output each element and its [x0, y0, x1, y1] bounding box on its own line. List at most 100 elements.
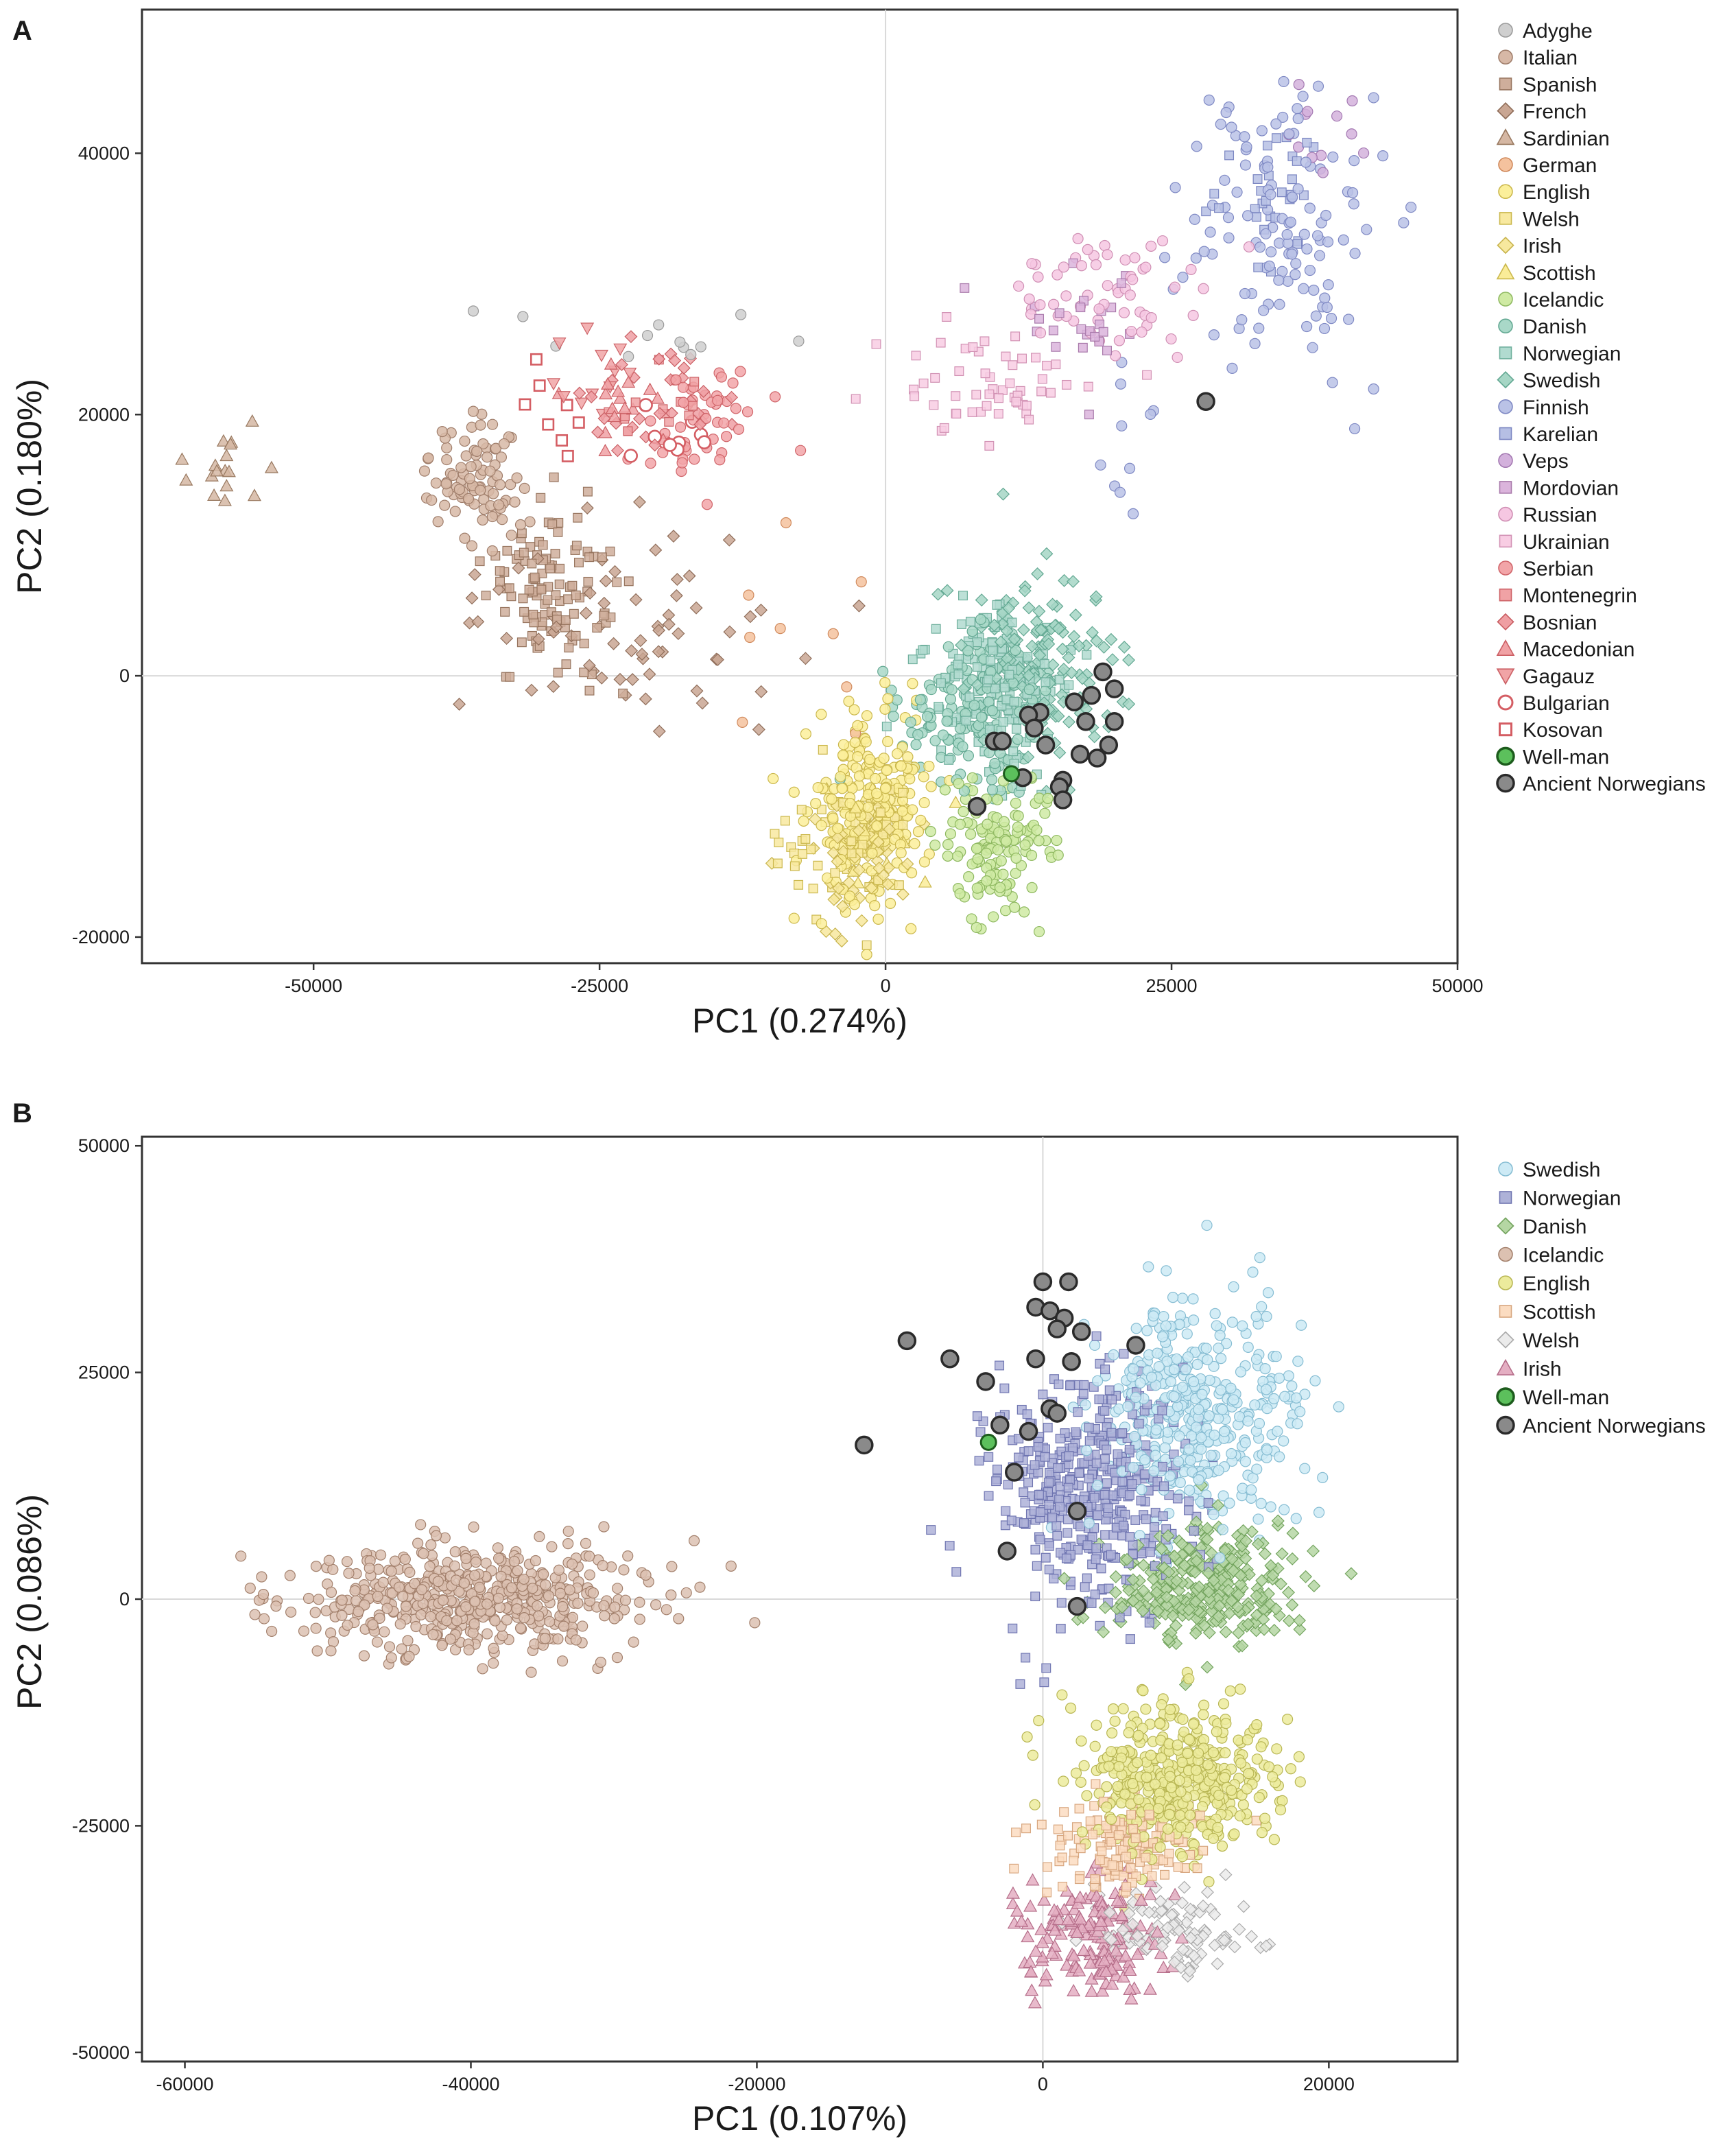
point-swedish: [1270, 1351, 1282, 1362]
point-russian: [1075, 260, 1087, 272]
point-french: [744, 610, 757, 624]
point-irish: [881, 877, 895, 891]
point-icelandic: [1010, 852, 1022, 864]
point-norwegian: [1118, 1520, 1128, 1531]
point-swedish: [1254, 1252, 1265, 1264]
point-welsh: [1237, 1900, 1250, 1913]
point-english: [1253, 1792, 1265, 1804]
point-swedish: [1274, 1451, 1285, 1463]
point-icelandic: [399, 1553, 411, 1565]
point-swedish: [1018, 584, 1032, 598]
x-tick-label: 0: [881, 976, 891, 996]
point-french: [525, 683, 538, 697]
legend-label-russian: Russian: [1523, 504, 1597, 527]
x-tick-label: 25000: [1145, 976, 1197, 996]
point-norwegian: [965, 617, 975, 627]
point-icelandic: [981, 875, 992, 887]
point-icelandic: [584, 1569, 595, 1581]
point-icelandic: [481, 1598, 493, 1610]
point-english: [1117, 1703, 1129, 1714]
point-spanish: [550, 548, 560, 558]
point-ukrainian: [979, 336, 990, 346]
legend-marker-danish: [1497, 1217, 1514, 1235]
x-tick-label: 50000: [1431, 976, 1483, 996]
point-french: [547, 680, 560, 694]
point-norwegian: [1189, 1526, 1199, 1536]
point-norwegian: [1100, 1365, 1110, 1375]
point-italian: [486, 545, 498, 557]
point-italian: [455, 462, 467, 473]
point-swedish: [1051, 622, 1065, 635]
point-welsh: [1219, 1868, 1233, 1882]
point-norwegian: [1019, 1487, 1029, 1498]
point-spanish: [536, 493, 546, 503]
point-english: [1263, 1761, 1275, 1773]
point-english: [882, 735, 894, 747]
point-danish: [1010, 644, 1021, 657]
point-scottish: [1059, 1807, 1069, 1817]
point-icelandic: [415, 1609, 427, 1620]
point-danish: [912, 729, 924, 740]
point-english: [1255, 1741, 1267, 1753]
point-karelian: [1252, 174, 1263, 184]
point-scottish: [1121, 1882, 1132, 1892]
point-finnish: [1114, 486, 1126, 498]
point-english: [1145, 1749, 1156, 1761]
point-swedish: [1062, 715, 1075, 729]
point-spanish: [505, 672, 515, 682]
point-icelandic: [270, 1600, 282, 1612]
point-russian: [1140, 261, 1152, 273]
legend-label-danish: Danish: [1523, 316, 1586, 338]
point-english: [826, 793, 837, 805]
point-icelandic: [980, 847, 992, 859]
point-swedish: [1296, 1319, 1307, 1331]
point-welsh: [1211, 1957, 1224, 1971]
point-ukrainian: [1030, 353, 1041, 363]
point-norwegian: [1172, 1493, 1182, 1504]
y-tick-label: -50000: [72, 2042, 130, 2063]
point-adyghe: [653, 319, 665, 331]
point-swedish: [1106, 653, 1119, 667]
point-french: [711, 653, 724, 667]
point-swedish: [1089, 590, 1103, 604]
point-ukrainian: [871, 339, 881, 349]
point-swedish: [1022, 601, 1036, 615]
point-english: [849, 737, 861, 748]
point-finnish: [1322, 279, 1334, 291]
y-tick-label: 0: [119, 1589, 130, 1609]
point-german: [743, 589, 754, 601]
point-norwegian: [1014, 1452, 1024, 1463]
point-german: [774, 622, 786, 635]
point-russian: [1058, 261, 1069, 273]
point-norwegian: [1158, 1511, 1168, 1522]
point-icelandic: [611, 1651, 623, 1664]
point-spanish: [592, 623, 602, 633]
point-english: [1220, 1718, 1232, 1729]
point-icelandic: [343, 1568, 355, 1579]
point-ancient-norwegian: [976, 1372, 995, 1391]
point-russian: [1012, 280, 1025, 292]
point-icelandic: [612, 1583, 623, 1594]
point-russian: [1172, 351, 1183, 364]
point-italian: [498, 438, 510, 450]
point-icelandic: [412, 1537, 424, 1549]
point-swedish: [1161, 1265, 1172, 1277]
point-english: [788, 912, 800, 924]
point-norwegian: [1108, 1490, 1118, 1500]
point-icelandic: [488, 1642, 499, 1654]
point-icelandic: [971, 882, 983, 894]
point-english: [915, 814, 927, 826]
point-swedish: [1286, 1380, 1298, 1392]
point-swedish: [1299, 1463, 1311, 1474]
point-bosnian: [632, 412, 646, 425]
point-irish: [832, 882, 846, 895]
point-serbian: [715, 371, 728, 383]
point-ancient-norwegian: [1093, 662, 1113, 682]
point-ukrainian: [1037, 374, 1047, 384]
point-swedish: [1290, 1513, 1302, 1524]
point-finnish: [1405, 201, 1417, 213]
point-spanish: [502, 545, 512, 556]
point-karelian: [1262, 141, 1272, 151]
point-english: [1268, 1834, 1280, 1845]
point-icelandic: [598, 1521, 610, 1533]
